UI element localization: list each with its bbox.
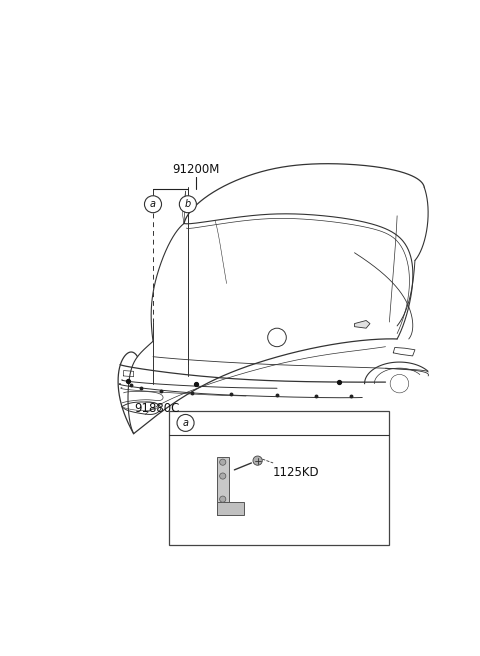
Circle shape: [220, 496, 226, 502]
Circle shape: [180, 195, 196, 213]
Text: 91880C: 91880C: [134, 402, 180, 415]
Text: 91200M: 91200M: [172, 163, 219, 176]
Bar: [168, 411, 389, 545]
Circle shape: [253, 456, 262, 465]
Circle shape: [220, 459, 226, 465]
Text: 1125KD: 1125KD: [273, 466, 320, 479]
Circle shape: [144, 195, 162, 213]
Circle shape: [177, 415, 194, 432]
Text: a: a: [150, 199, 156, 209]
Bar: [216, 502, 244, 514]
Bar: [216, 457, 229, 514]
Circle shape: [220, 473, 226, 479]
Polygon shape: [355, 321, 370, 328]
Text: a: a: [182, 418, 189, 428]
Text: b: b: [185, 199, 191, 209]
